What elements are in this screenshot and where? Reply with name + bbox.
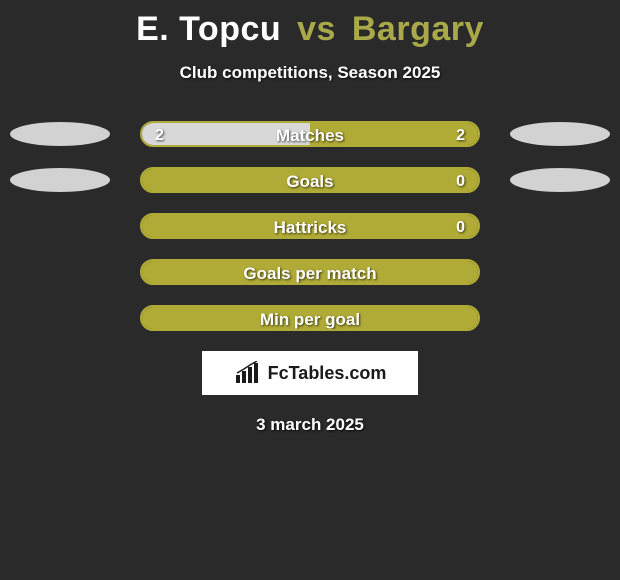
bar-chart-icon bbox=[234, 361, 264, 385]
player2-bar-fill bbox=[142, 215, 478, 239]
player2-name: Bargary bbox=[352, 10, 484, 48]
stat-bar: 0Goals bbox=[140, 167, 480, 193]
page-title: E. Topcu vs Bargary bbox=[0, 0, 620, 49]
player2-value: 0 bbox=[456, 169, 465, 193]
stat-row: 0Goals bbox=[0, 167, 620, 193]
player1-badge bbox=[10, 122, 110, 146]
player1-badge bbox=[10, 168, 110, 192]
page-root: E. Topcu vs Bargary Club competitions, S… bbox=[0, 0, 620, 580]
stat-bar: 0Hattricks bbox=[140, 213, 480, 239]
vs-separator: vs bbox=[297, 10, 336, 48]
stat-bar: Min per goal bbox=[140, 305, 480, 331]
player2-value: 0 bbox=[456, 215, 465, 239]
player1-name: E. Topcu bbox=[136, 10, 281, 48]
stat-row: 0Hattricks bbox=[0, 213, 620, 239]
branding-text: FcTables.com bbox=[268, 363, 387, 384]
player2-bar-fill bbox=[142, 261, 478, 285]
stat-row: 22Matches bbox=[0, 121, 620, 147]
player2-value: 2 bbox=[456, 123, 465, 147]
player2-badge bbox=[510, 122, 610, 146]
player2-bar-fill bbox=[310, 123, 478, 147]
footer-date: 3 march 2025 bbox=[0, 415, 620, 435]
stat-row: Goals per match bbox=[0, 259, 620, 285]
player2-badge bbox=[510, 168, 610, 192]
player2-bar-fill bbox=[142, 169, 478, 193]
comparison-chart: 22Matches0Goals0HattricksGoals per match… bbox=[0, 121, 620, 331]
player2-bar-fill bbox=[142, 307, 478, 331]
branding-badge: FcTables.com bbox=[202, 351, 418, 395]
subtitle: Club competitions, Season 2025 bbox=[0, 63, 620, 83]
stat-bar: Goals per match bbox=[140, 259, 480, 285]
player1-value: 2 bbox=[155, 123, 164, 147]
stat-row: Min per goal bbox=[0, 305, 620, 331]
player1-bar-fill bbox=[142, 123, 310, 147]
stat-bar: 22Matches bbox=[140, 121, 480, 147]
